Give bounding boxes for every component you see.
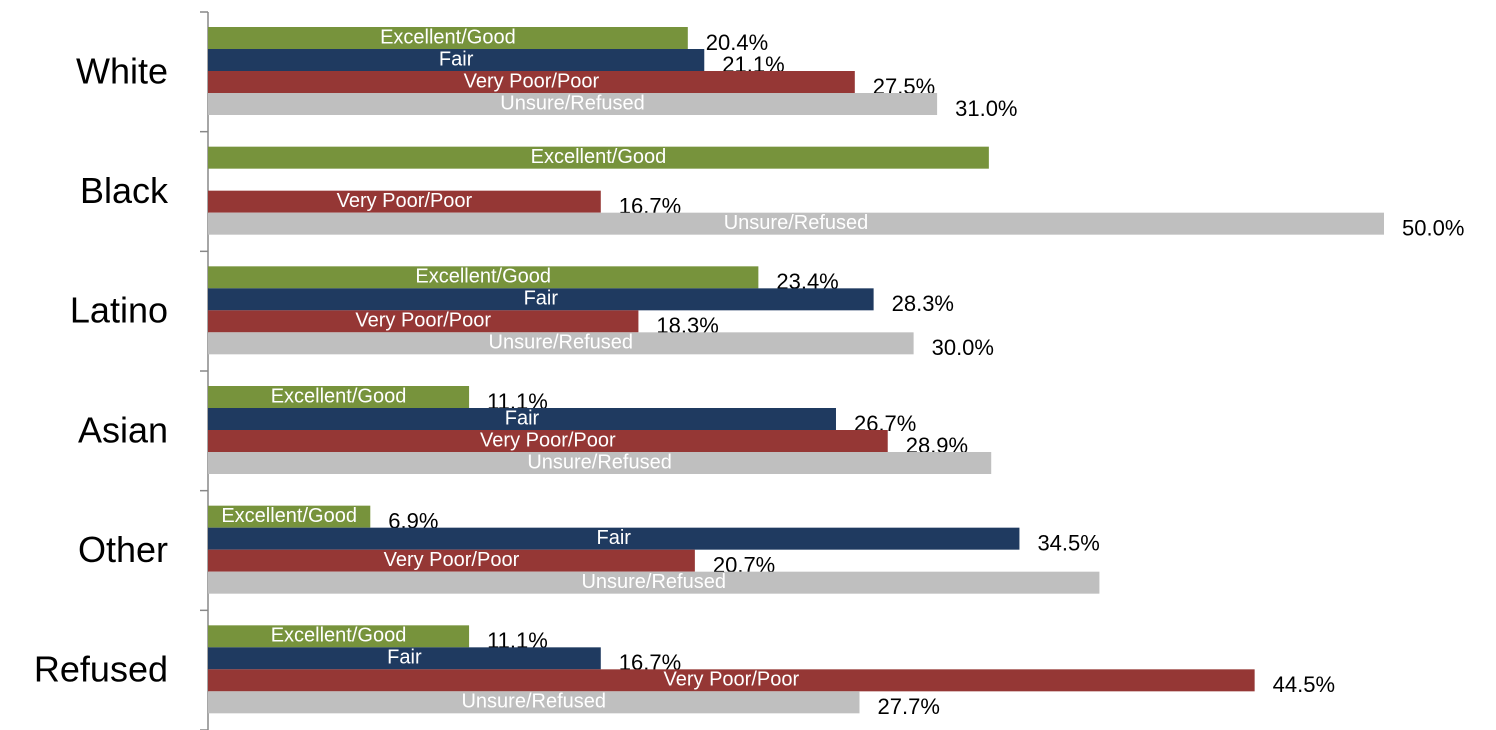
bar-series-label: Unsure/Refused — [581, 571, 726, 593]
category-label: Latino — [70, 290, 168, 331]
bar-series-label: Unsure/Refused — [461, 691, 606, 713]
bar-series-label: Fair — [524, 288, 559, 310]
data-label: 31.0% — [955, 96, 1017, 121]
bar — [208, 71, 855, 93]
bar — [208, 408, 836, 430]
data-label: 28.3% — [892, 291, 954, 316]
data-label: 44.5% — [1273, 672, 1335, 697]
bar-series-label: Very Poor/Poor — [664, 669, 800, 691]
bar-series-label: Excellent/Good — [221, 505, 357, 527]
bar-series-label: Unsure/Refused — [500, 92, 645, 114]
category-label: Asian — [78, 409, 168, 450]
bar-series-label: Unsure/Refused — [527, 451, 672, 473]
bar-series-label: Fair — [387, 647, 422, 669]
bar — [208, 288, 874, 311]
bar-series-label: Unsure/Refused — [489, 332, 634, 354]
bar-series-label: Very Poor/Poor — [384, 549, 520, 571]
bar — [208, 647, 601, 670]
bar-series-label: Excellent/Good — [531, 146, 667, 168]
bar — [208, 212, 1384, 235]
bar — [208, 386, 470, 408]
bar-series-label: Very Poor/Poor — [337, 190, 473, 212]
bar — [208, 571, 1100, 594]
data-label: 34.5% — [1037, 530, 1099, 555]
bar — [208, 49, 705, 71]
bar-series-label: Very Poor/Poor — [480, 429, 616, 451]
bar-series-label: Fair — [439, 48, 474, 70]
category-label: Black — [80, 170, 169, 211]
bar — [208, 27, 688, 49]
bar-series-label: Very Poor/Poor — [464, 70, 600, 92]
bar — [208, 669, 1255, 692]
bar — [208, 691, 860, 714]
data-label: 20.4% — [706, 30, 768, 55]
bar — [208, 527, 1020, 550]
bar — [208, 430, 888, 452]
category-label: Refused — [34, 649, 168, 690]
bar-series-label: Unsure/Refused — [724, 212, 869, 234]
bar — [208, 310, 639, 333]
bar-series-label: Excellent/Good — [415, 266, 551, 288]
bar-series-label: Excellent/Good — [271, 625, 407, 647]
bar-series-label: Fair — [596, 527, 631, 549]
bar — [208, 190, 601, 213]
bar — [208, 266, 759, 289]
bar — [208, 332, 914, 355]
bar — [208, 505, 371, 528]
data-label: 27.7% — [878, 694, 940, 719]
bar — [208, 93, 938, 115]
bar-series-label: Very Poor/Poor — [355, 310, 491, 332]
bar — [208, 452, 992, 474]
bar — [208, 625, 470, 648]
bar-series-label: Fair — [505, 407, 540, 429]
bar — [208, 549, 695, 572]
bar-series-label: Excellent/Good — [271, 385, 407, 407]
bar — [208, 146, 989, 169]
data-label: 30.0% — [932, 335, 994, 360]
bar-series-label: Excellent/Good — [380, 26, 516, 48]
category-label: White — [76, 50, 168, 91]
category-label: Other — [78, 529, 168, 570]
data-label: 50.0% — [1402, 215, 1464, 240]
